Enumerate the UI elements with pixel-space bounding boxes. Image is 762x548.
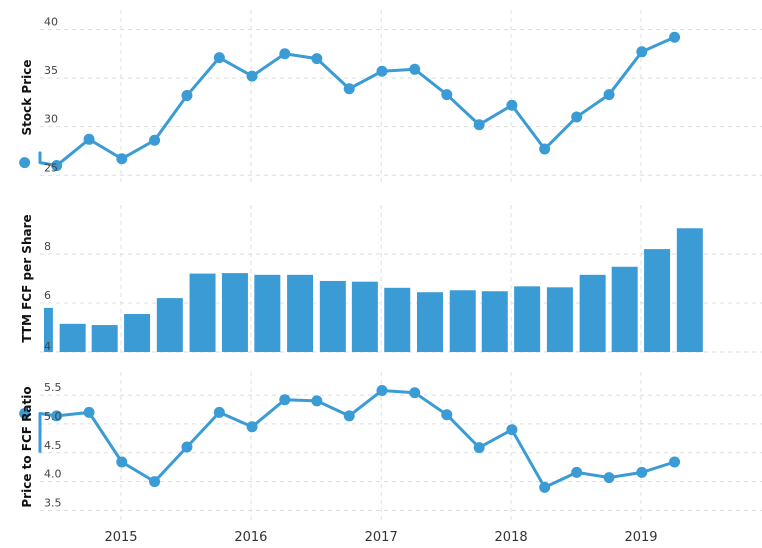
data-point bbox=[311, 395, 323, 407]
x-tick-label: 2018 bbox=[495, 530, 528, 545]
y-axis-label: TTM FCF per Share bbox=[20, 214, 34, 342]
data-point bbox=[571, 111, 583, 123]
data-point bbox=[181, 90, 193, 102]
y-axis-label: Stock Price bbox=[20, 60, 34, 136]
text-layer: 25 30 35 40 Stock Price 4 6 8 TTM FCF per Share 3… bbox=[20, 15, 658, 545]
y-tick-label: 4.5 bbox=[44, 439, 62, 452]
y-tick-label: 30 bbox=[44, 113, 58, 126]
y-tick-label: 3.5 bbox=[44, 496, 62, 509]
data-point bbox=[409, 63, 421, 75]
y-axis-label: Price to FCF Ratio bbox=[20, 386, 34, 507]
data-point bbox=[506, 424, 518, 436]
fcf-bar bbox=[611, 266, 638, 352]
grid-layer bbox=[40, 10, 762, 522]
y-tick-label: 25 bbox=[44, 161, 58, 174]
x-tick-label: 2016 bbox=[234, 530, 267, 545]
fcf-bar bbox=[546, 287, 573, 352]
data-point bbox=[409, 387, 421, 399]
data-point bbox=[636, 466, 648, 478]
fcf-bar bbox=[189, 273, 216, 352]
data-point bbox=[636, 46, 648, 58]
y-tick-label: 5.0 bbox=[44, 410, 62, 423]
data-point bbox=[279, 48, 291, 60]
data-point bbox=[116, 456, 128, 468]
data-point bbox=[83, 406, 95, 418]
fcf-bar bbox=[287, 274, 314, 352]
fcf-bar bbox=[644, 249, 671, 352]
series-line bbox=[38, 35, 676, 168]
data-point bbox=[213, 406, 225, 418]
y-tick-label: 4.0 bbox=[44, 468, 62, 481]
data-point bbox=[441, 409, 453, 421]
fcf-bar bbox=[91, 325, 118, 352]
fcf-bar bbox=[481, 291, 508, 352]
fcf-bar bbox=[514, 286, 541, 352]
fcf-bar bbox=[221, 273, 248, 352]
data-point bbox=[51, 160, 63, 172]
y-tick-label: 8 bbox=[44, 240, 51, 253]
data-point bbox=[246, 421, 258, 433]
data-point bbox=[343, 83, 355, 95]
data-point bbox=[473, 442, 485, 454]
fcf-bar bbox=[676, 228, 703, 352]
data-point bbox=[213, 52, 225, 64]
data-point bbox=[539, 481, 551, 493]
fcf-bar bbox=[59, 323, 86, 352]
data-point bbox=[669, 456, 681, 468]
fcf-bar bbox=[384, 287, 411, 352]
data-point bbox=[506, 99, 518, 111]
fcf-bar bbox=[44, 307, 53, 352]
data-point bbox=[669, 31, 681, 43]
x-tick-label: 2015 bbox=[104, 530, 137, 545]
marks-layer bbox=[19, 31, 703, 493]
data-point bbox=[441, 89, 453, 101]
data-point bbox=[83, 133, 95, 145]
data-point bbox=[149, 476, 161, 488]
data-point bbox=[343, 410, 355, 422]
data-point bbox=[279, 394, 291, 406]
data-point bbox=[376, 384, 388, 396]
data-point bbox=[246, 70, 258, 82]
y-tick-label: 40 bbox=[44, 15, 58, 28]
x-tick-label: 2017 bbox=[365, 530, 398, 545]
data-point bbox=[181, 441, 193, 453]
fcf-bar bbox=[351, 281, 378, 352]
data-point bbox=[376, 65, 388, 77]
data-point bbox=[473, 119, 485, 131]
fcf-bar bbox=[579, 274, 606, 352]
y-tick-label: 5.5 bbox=[44, 381, 62, 394]
data-point bbox=[311, 53, 323, 65]
data-point bbox=[116, 153, 128, 165]
data-point bbox=[149, 134, 161, 146]
y-tick-label: 4 bbox=[44, 340, 51, 353]
data-point bbox=[603, 472, 615, 484]
data-point bbox=[19, 408, 31, 420]
fcf-bar bbox=[156, 298, 183, 352]
data-point bbox=[603, 89, 615, 101]
y-tick-label: 6 bbox=[44, 289, 51, 302]
fcf-bar bbox=[319, 280, 346, 352]
fcf-bar bbox=[124, 314, 151, 352]
x-tick-label: 2019 bbox=[624, 530, 657, 545]
data-point bbox=[51, 410, 63, 422]
fcf-bar bbox=[254, 274, 281, 352]
fcf-bar bbox=[416, 292, 443, 352]
data-point bbox=[539, 143, 551, 155]
fcf-bar bbox=[449, 290, 476, 352]
y-tick-label: 35 bbox=[44, 64, 58, 77]
data-point bbox=[19, 157, 31, 169]
data-point bbox=[571, 466, 583, 478]
